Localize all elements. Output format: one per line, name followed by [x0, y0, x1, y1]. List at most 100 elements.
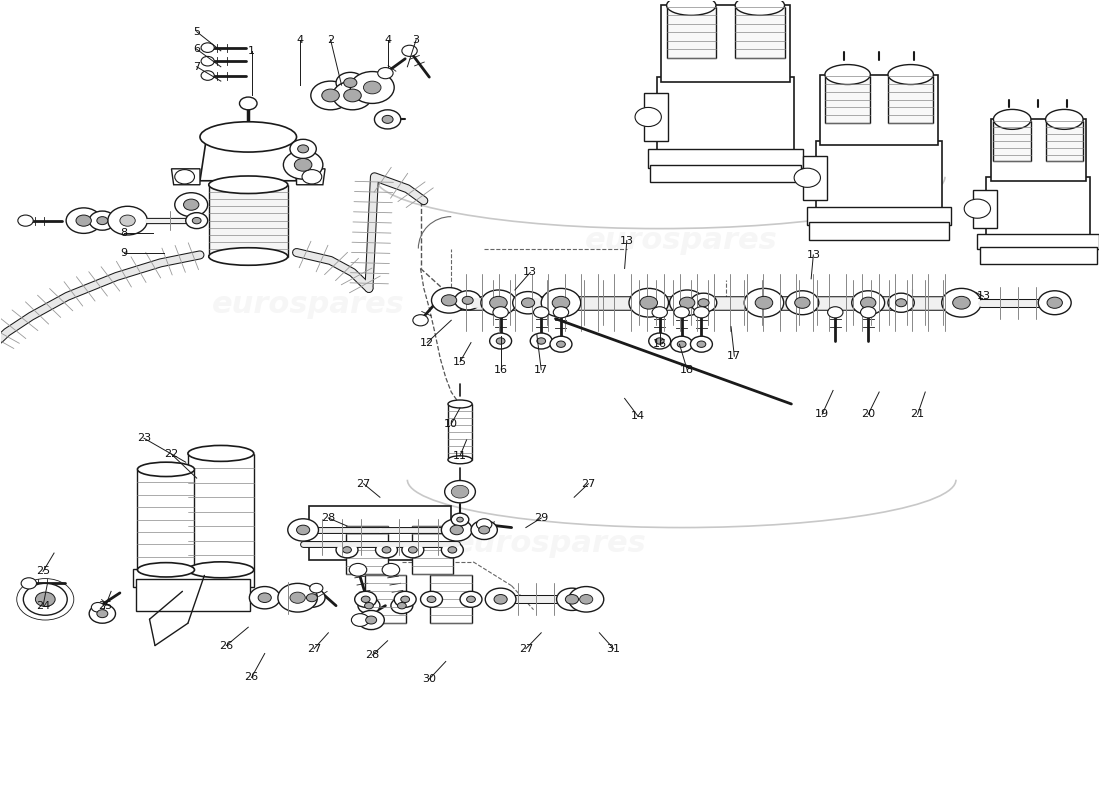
- Ellipse shape: [667, 0, 716, 15]
- Bar: [993, 121, 1031, 162]
- Bar: [978, 234, 1099, 250]
- Circle shape: [895, 298, 906, 306]
- Circle shape: [192, 218, 201, 224]
- Circle shape: [851, 290, 884, 314]
- Text: 13: 13: [619, 235, 634, 246]
- Bar: [133, 569, 254, 586]
- Circle shape: [478, 526, 490, 534]
- Ellipse shape: [188, 562, 254, 578]
- Text: 16: 16: [652, 339, 667, 349]
- Circle shape: [448, 546, 456, 553]
- Circle shape: [745, 288, 783, 317]
- Circle shape: [580, 594, 593, 604]
- Circle shape: [91, 602, 104, 612]
- Circle shape: [965, 199, 990, 218]
- Circle shape: [552, 296, 570, 309]
- Bar: [188, 454, 254, 570]
- Ellipse shape: [735, 0, 784, 15]
- Text: 4: 4: [296, 34, 304, 45]
- Circle shape: [297, 525, 310, 534]
- Ellipse shape: [993, 110, 1031, 130]
- Text: 3: 3: [412, 34, 419, 45]
- Circle shape: [674, 306, 690, 318]
- Circle shape: [698, 298, 710, 306]
- Bar: [209, 185, 288, 257]
- Circle shape: [450, 525, 463, 534]
- Circle shape: [431, 287, 466, 313]
- Circle shape: [336, 542, 358, 558]
- Text: 2: 2: [327, 34, 334, 45]
- Circle shape: [310, 583, 323, 593]
- Circle shape: [363, 81, 381, 94]
- Text: 20: 20: [861, 410, 876, 419]
- Circle shape: [23, 583, 67, 615]
- Circle shape: [427, 596, 436, 602]
- Text: 25: 25: [36, 566, 51, 577]
- Text: 5: 5: [194, 26, 200, 37]
- Circle shape: [354, 591, 376, 607]
- Circle shape: [342, 546, 351, 553]
- Text: 1: 1: [249, 46, 255, 56]
- Circle shape: [250, 586, 280, 609]
- Circle shape: [377, 67, 393, 78]
- Text: 13: 13: [806, 250, 821, 260]
- Circle shape: [374, 110, 400, 129]
- Circle shape: [365, 616, 376, 624]
- Circle shape: [451, 514, 469, 526]
- Text: 10: 10: [444, 419, 459, 429]
- Circle shape: [364, 602, 373, 609]
- Circle shape: [553, 306, 569, 318]
- Circle shape: [299, 588, 326, 607]
- Circle shape: [184, 199, 199, 210]
- Circle shape: [186, 213, 208, 229]
- Circle shape: [1038, 290, 1071, 314]
- Bar: [657, 77, 794, 165]
- Ellipse shape: [200, 122, 297, 152]
- Bar: [644, 93, 668, 141]
- Ellipse shape: [448, 400, 472, 408]
- Text: 14: 14: [630, 411, 645, 421]
- Circle shape: [18, 215, 33, 226]
- Circle shape: [382, 546, 390, 553]
- Text: 26: 26: [219, 641, 233, 650]
- Circle shape: [402, 542, 424, 558]
- Circle shape: [311, 81, 350, 110]
- Circle shape: [521, 298, 535, 307]
- Bar: [309, 506, 451, 560]
- Text: 27: 27: [307, 644, 321, 654]
- Circle shape: [332, 81, 372, 110]
- Ellipse shape: [209, 176, 288, 194]
- Text: 28: 28: [321, 513, 336, 523]
- Circle shape: [462, 296, 473, 304]
- Circle shape: [258, 593, 272, 602]
- Text: 11: 11: [453, 451, 468, 461]
- Circle shape: [794, 168, 821, 187]
- Circle shape: [691, 336, 713, 352]
- Bar: [430, 575, 472, 623]
- Bar: [980, 247, 1097, 265]
- Circle shape: [691, 293, 717, 312]
- Circle shape: [557, 341, 565, 347]
- Ellipse shape: [138, 562, 195, 577]
- Circle shape: [358, 610, 384, 630]
- Text: eurospares: eurospares: [585, 226, 778, 255]
- Circle shape: [394, 591, 416, 607]
- Circle shape: [322, 89, 339, 102]
- Circle shape: [541, 288, 581, 317]
- Circle shape: [175, 193, 208, 217]
- Circle shape: [361, 596, 370, 602]
- Circle shape: [513, 291, 543, 314]
- Circle shape: [441, 542, 463, 558]
- Bar: [816, 141, 943, 222]
- Circle shape: [453, 487, 466, 497]
- Circle shape: [349, 563, 366, 576]
- Text: 12: 12: [420, 338, 434, 347]
- Circle shape: [307, 594, 318, 602]
- Circle shape: [278, 583, 318, 612]
- Circle shape: [471, 520, 497, 539]
- Circle shape: [97, 217, 108, 225]
- Text: 4: 4: [384, 34, 392, 45]
- Circle shape: [343, 78, 356, 87]
- Circle shape: [485, 588, 516, 610]
- Circle shape: [494, 594, 507, 604]
